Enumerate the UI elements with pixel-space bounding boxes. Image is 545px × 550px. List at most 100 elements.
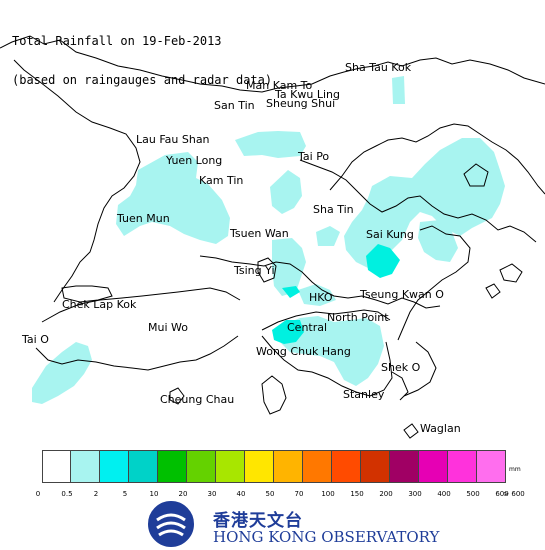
rain-area-sha-tau-kok xyxy=(392,76,405,104)
place-kam-tin: Kam Tin xyxy=(199,174,243,187)
coast-hk-island-n xyxy=(261,309,391,331)
place-sha-tau-kok: Sha Tau Kok xyxy=(345,61,412,74)
legend-label: 10 xyxy=(149,490,159,498)
hko-logo-mark-icon xyxy=(148,501,194,547)
rain-area-yuen-long xyxy=(235,131,306,158)
coast-tolo-inner xyxy=(299,159,537,243)
legend-label: 600 xyxy=(495,490,509,498)
legend-cell xyxy=(332,450,361,483)
rainfall-map: Sha Tau Kok Man Kam To Ta Kwu Ling San T… xyxy=(0,35,545,439)
logo-english-name: HONG KONG OBSERVATORY xyxy=(213,528,440,546)
place-tseung-kwan-o: Tseung Kwan O xyxy=(359,288,444,301)
coast-deep-bay xyxy=(13,59,141,303)
place-wong-chuk-hang: Wong Chuk Hang xyxy=(256,345,351,358)
legend-label: 30 xyxy=(207,490,217,498)
place-tsuen-wan: Tsuen Wan xyxy=(229,227,289,240)
coastlines xyxy=(0,35,545,439)
place-tsing-yi: Tsing Yi xyxy=(233,264,275,277)
legend-cell xyxy=(390,450,419,483)
legend-label: 300 xyxy=(408,490,422,498)
place-san-tin: San Tin xyxy=(214,99,255,112)
coast-victoria-n xyxy=(199,255,441,309)
legend-cell xyxy=(129,450,158,483)
coast-airport xyxy=(61,285,113,303)
place-man-kam-to: Man Kam To xyxy=(246,79,313,92)
legend-cell xyxy=(448,450,477,483)
coast-lantau-s xyxy=(35,335,239,371)
legend-cell xyxy=(477,450,506,483)
legend-label: 200 xyxy=(379,490,393,498)
coast-shek-o xyxy=(391,371,409,401)
coast-tolo xyxy=(329,123,545,195)
coast-ne-2 xyxy=(485,283,501,299)
legend-cell xyxy=(42,450,71,483)
place-tai-o: Tai O xyxy=(21,333,49,346)
coast-hk-island-s xyxy=(261,335,393,397)
coast-shenzhen-border xyxy=(0,35,545,93)
title-line-1: Total Rainfall on 19-Feb-2013 xyxy=(12,34,222,48)
legend-cell xyxy=(274,450,303,483)
legend-label: > 600 xyxy=(503,490,525,498)
legend-label: 500 xyxy=(466,490,480,498)
hko-logo: 香港天文台 HONG KONG OBSERVATORY xyxy=(147,500,439,548)
place-lau-fau-shan: Lau Fau Shan xyxy=(136,133,210,146)
place-tuen-mun: Tuen Mun xyxy=(116,212,170,225)
legend-unit: mm xyxy=(509,466,521,473)
legend-label: 70 xyxy=(294,490,304,498)
coast-cheung-chau xyxy=(169,387,185,405)
place-yuen-long: Yuen Long xyxy=(165,154,222,167)
legend-label: 20 xyxy=(178,490,188,498)
coast-ne-1 xyxy=(499,263,523,283)
title-line-2: (based on raingauges and radar data) xyxy=(12,73,273,87)
place-north-point: North Point xyxy=(327,311,389,324)
rain-area-tsuen-wan xyxy=(272,238,306,296)
place-sai-kung: Sai Kung xyxy=(366,228,414,241)
map-title: Total Rainfall on 19-Feb-2013 (based on … xyxy=(12,9,272,100)
legend-cell xyxy=(187,450,216,483)
place-labels: Sha Tau Kok Man Kam To Ta Kwu Ling San T… xyxy=(21,61,461,435)
legend-label: 5 xyxy=(122,490,128,498)
rain-area-west xyxy=(116,152,230,244)
legend-cell xyxy=(158,450,187,483)
place-central: Central xyxy=(287,321,327,334)
rain-area-hk-island xyxy=(278,316,384,386)
place-stanley: Stanley xyxy=(343,388,385,401)
legend-label: 0 xyxy=(35,490,41,498)
legend-cell xyxy=(361,450,390,483)
rain-area-sai-kung-e xyxy=(418,220,458,262)
legend-label: 150 xyxy=(350,490,364,498)
legend-cell xyxy=(100,450,129,483)
place-waglan: Waglan xyxy=(420,422,461,435)
place-mui-wo: Mui Wo xyxy=(148,321,188,334)
coast-tsing-yi xyxy=(257,257,277,283)
place-ta-kwu-ling: Ta Kwu Ling xyxy=(274,88,340,101)
legend-labels: 0 0.5 2 5 10 20 30 40 50 70 100 150 200 300 400 500 600 >… xyxy=(36,490,525,500)
place-sheung-shui: Sheung Shui xyxy=(266,97,335,110)
legend-label: 0.5 xyxy=(61,490,73,498)
legend-cell xyxy=(303,450,332,483)
rainfall-legend: mm 0 0.5 2 5 10 20 30 40 50 70 100 150 200 300 400 500 6… xyxy=(36,450,525,498)
rain-area-sai-kung-core xyxy=(366,244,400,278)
legend-cell xyxy=(216,450,245,483)
rain-area-central-nt xyxy=(316,226,340,246)
place-chek-lap-kok: Chek Lap Kok xyxy=(62,298,137,311)
legend-cell xyxy=(71,450,100,483)
place-hko: HKO xyxy=(309,291,333,304)
legend-label: 400 xyxy=(437,490,451,498)
coast-lantau-n xyxy=(41,287,241,323)
legend-cell xyxy=(245,450,274,483)
coast-lamma xyxy=(261,375,287,415)
logo-chinese-name: 香港天文台 xyxy=(213,511,303,531)
legend-label: 40 xyxy=(236,490,246,498)
coast-mirs xyxy=(463,163,489,187)
legend-label: 50 xyxy=(265,490,275,498)
rain-area-tsing-yi-core xyxy=(282,286,300,298)
rain-area-lantau xyxy=(32,342,92,404)
legend-color-scale xyxy=(42,450,506,483)
coast-clearwater xyxy=(403,341,437,397)
rain-area-central-core xyxy=(272,320,304,344)
place-sha-tin: Sha Tin xyxy=(313,203,354,216)
rainfall-areas-light xyxy=(32,76,505,404)
rain-area-east xyxy=(344,138,505,268)
coast-sai-kung-peninsula xyxy=(397,225,471,341)
